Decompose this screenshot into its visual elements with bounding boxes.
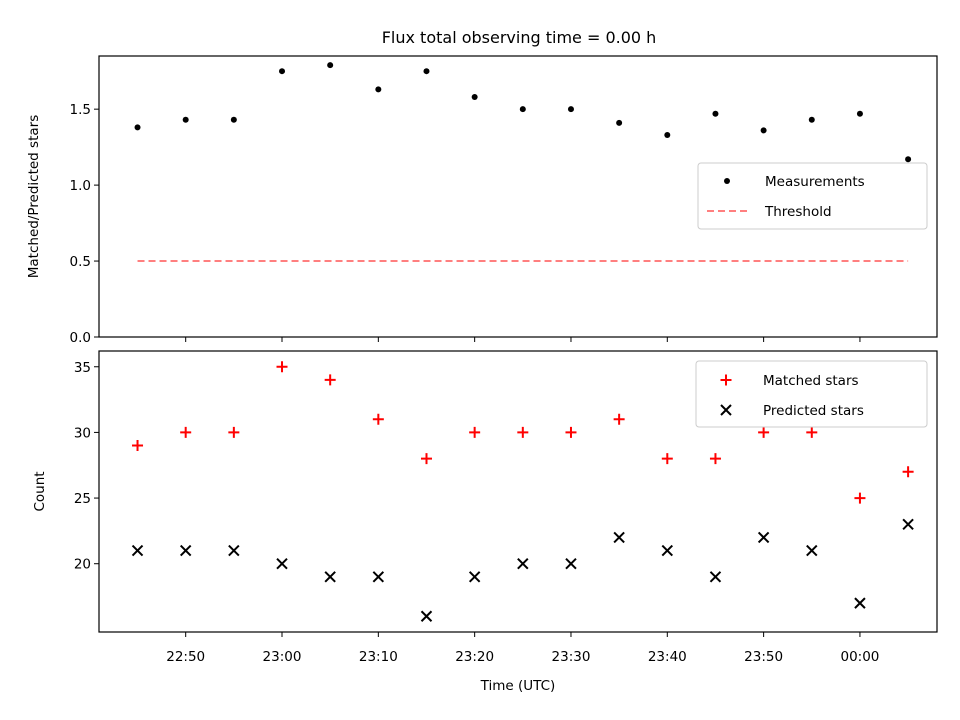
matched-star-point xyxy=(806,426,818,438)
legend-matched-marker xyxy=(720,374,732,386)
top-y-tick-label: 1.5 xyxy=(70,102,91,118)
matched-star-point xyxy=(372,413,384,425)
measurement-point xyxy=(905,156,912,163)
bottom-x-tick-label: 23:10 xyxy=(359,649,398,665)
matched-star-point xyxy=(469,426,481,438)
top-y-tick-label: 0.0 xyxy=(70,330,91,346)
top-axes-frame xyxy=(98,55,938,338)
matched-star-point xyxy=(420,453,432,465)
top-legend-box xyxy=(697,162,928,230)
matched-star-point xyxy=(902,466,914,478)
legend-measurements-marker xyxy=(724,178,730,184)
bottom-x-tick-label: 23:50 xyxy=(744,649,783,665)
bottom-y-tick-label: 35 xyxy=(74,360,91,376)
matched-star-point xyxy=(613,413,625,425)
measurement-point xyxy=(616,119,623,126)
measurement-point xyxy=(712,110,719,117)
matched-star-point xyxy=(565,426,577,438)
matched-star-point xyxy=(180,426,192,438)
predicted-star-point xyxy=(131,544,144,557)
predicted-star-point xyxy=(372,571,385,583)
bottom-x-tick-label: 23:00 xyxy=(263,649,302,665)
measurement-point xyxy=(182,116,189,123)
predicted-star-point xyxy=(902,518,914,531)
legend-predicted-label: Predicted stars xyxy=(763,403,864,419)
predicted-star-point xyxy=(709,571,722,583)
matched-star-point xyxy=(132,440,144,452)
top-y-tick-label: 0.5 xyxy=(70,254,91,270)
predicted-star-point xyxy=(854,597,866,609)
predicted-star-point xyxy=(228,544,240,557)
matched-star-point xyxy=(854,492,866,504)
bottom-y-tick-label: 25 xyxy=(74,491,91,507)
measurement-point xyxy=(423,68,430,75)
top-panel: 0.0 0.5 1.0 1.5 Matched/Predicted stars Measu… xyxy=(26,55,938,346)
matched-star-point xyxy=(517,426,529,438)
measurement-point xyxy=(519,106,526,113)
measurement-point xyxy=(808,116,815,123)
bottom-axes-frame xyxy=(98,350,938,633)
top-y-tick-label: 1.0 xyxy=(70,178,91,194)
predicted-star-point xyxy=(757,531,770,544)
predicted-star-point xyxy=(420,610,433,622)
predicted-star-point xyxy=(276,558,288,570)
bottom-y-tick-label: 20 xyxy=(74,557,91,573)
matched-star-point xyxy=(661,453,673,465)
bottom-legend-box xyxy=(695,360,928,428)
predicted-star-point xyxy=(324,571,336,583)
matched-star-point xyxy=(709,453,721,465)
predicted-star-point xyxy=(179,544,192,557)
bottom-x-tick-label: 23:40 xyxy=(648,649,687,665)
bottom-panel: 20 25 30 35 22:50 23:00 23:10 23:20 23:30 23:40 23… xyxy=(32,350,938,694)
measurement-point xyxy=(471,94,478,101)
bottom-y-tick-label: 30 xyxy=(74,425,91,441)
predicted-star-point xyxy=(565,558,577,570)
chart-title: Flux total observing time = 0.00 h xyxy=(382,28,657,47)
legend-threshold-label: Threshold xyxy=(764,204,832,220)
predicted-star-point xyxy=(468,571,481,583)
measurement-point xyxy=(230,116,237,123)
measurement-point xyxy=(856,110,863,117)
legend-measurements-label: Measurements xyxy=(765,174,865,190)
legend-matched-label: Matched stars xyxy=(763,373,859,389)
measurement-point xyxy=(279,68,286,75)
top-y-axis-label: Matched/Predicted stars xyxy=(26,115,42,278)
x-axis-label: Time (UTC) xyxy=(480,678,556,694)
bottom-x-tick-label: 00:00 xyxy=(840,649,879,665)
measurement-point xyxy=(760,127,767,134)
matched-star-point xyxy=(276,361,288,373)
bottom-x-tick-label: 23:20 xyxy=(455,649,494,665)
bottom-x-tick-label: 22:50 xyxy=(166,649,205,665)
predicted-star-point xyxy=(517,558,529,570)
measurement-point xyxy=(567,106,574,113)
top-legend: Measurements Threshold xyxy=(697,162,928,230)
measurement-point xyxy=(327,62,334,69)
matched-star-point xyxy=(324,374,336,386)
measurement-point xyxy=(664,131,671,138)
measurement-point xyxy=(134,124,141,131)
predicted-star-point xyxy=(806,544,818,557)
bottom-y-axis-label: Count xyxy=(32,471,48,511)
legend-predicted-marker xyxy=(720,404,732,416)
matched-star-point xyxy=(228,426,240,438)
predicted-star-point xyxy=(613,531,625,544)
bottom-legend: Matched stars Predicted stars xyxy=(695,360,928,428)
predicted-star-point xyxy=(661,544,674,557)
bottom-x-tick-label: 23:30 xyxy=(552,649,591,665)
measurement-point xyxy=(375,86,382,93)
matched-star-point xyxy=(758,426,770,438)
